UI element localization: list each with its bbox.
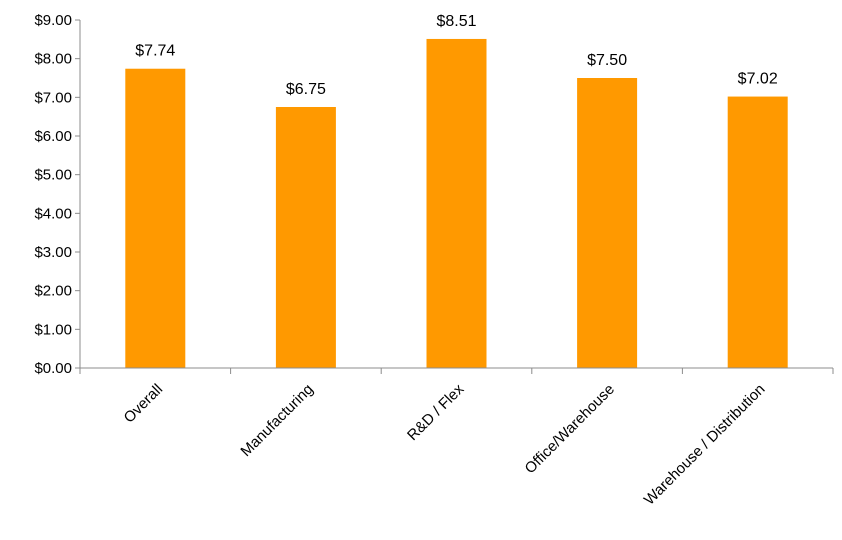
bar [577,78,638,368]
y-tick-label: $6.00 [34,128,72,145]
x-category-label: Manufacturing [237,381,316,460]
x-category-label: Office/Warehouse [522,381,618,477]
data-label: $7.74 [135,43,175,60]
data-label: $7.02 [738,71,778,88]
x-axis-tick-marks [79,368,834,374]
data-label: $6.75 [286,81,326,98]
bar [727,96,788,368]
data-label: $8.51 [436,13,476,30]
x-axis-labels: Overall Manufacturing R&D / Flex Office/War… [121,380,769,508]
bar [125,68,186,368]
y-tick-label: $8.00 [34,51,72,68]
x-category-label: Warehouse / Distribution [641,381,769,509]
y-tick-label: $5.00 [34,167,72,184]
y-axis-ticks: $0.00 $1.00 $2.00 $3.00 $4.00 $5.00 $6.00 $7.00… [34,12,80,377]
y-tick-label: $1.00 [34,321,72,338]
x-category-label: R&D / Flex [404,380,468,444]
bar [426,38,487,369]
y-tick-label: $9.00 [34,12,72,29]
y-tick-label: $4.00 [34,205,72,222]
y-tick-label: $2.00 [34,283,72,300]
bars [125,38,788,369]
bar [275,107,336,368]
y-tick-label: $0.00 [34,360,72,377]
y-tick-label: $7.00 [34,89,72,106]
data-labels: $7.74 $6.75 $8.51 $7.50 $7.02 [135,13,778,98]
y-tick-label: $3.00 [34,244,72,261]
x-category-label: Overall [121,381,167,427]
data-label: $7.50 [587,52,627,69]
